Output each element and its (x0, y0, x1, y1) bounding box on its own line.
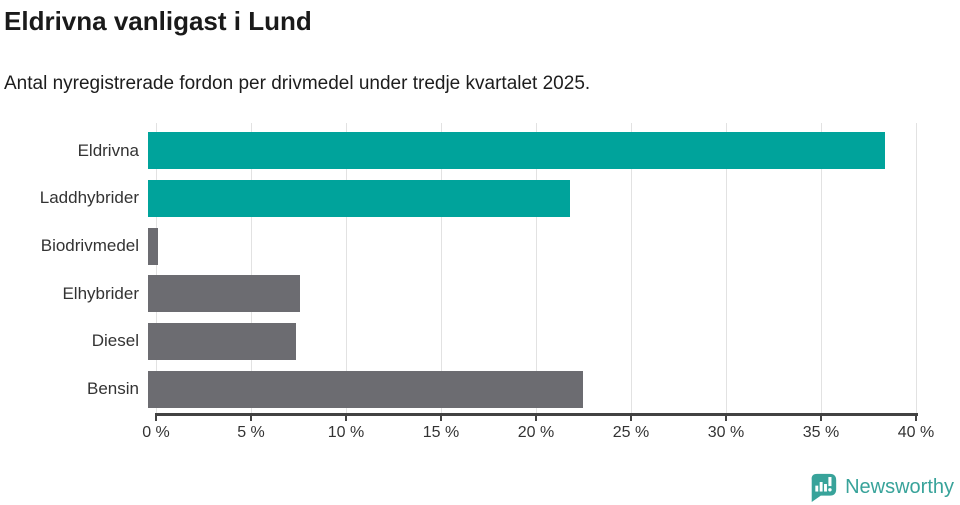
x-axis-tick-label: 10 % (327, 424, 365, 441)
gridline (156, 123, 157, 413)
bar-rows: Eldrivna Laddhybrider Biodrivmedel Elhybrid… (0, 127, 960, 413)
x-axis-tick (725, 415, 727, 421)
x-axis-tick (535, 415, 537, 421)
bar-row: Biodrivmedel (0, 222, 960, 270)
x-axis-tick (915, 415, 917, 421)
x-axis-tick-label: 35 % (802, 424, 840, 441)
gridline (536, 123, 537, 413)
newsworthy-logo-icon (809, 472, 838, 502)
x-axis-tick-label: 20 % (517, 424, 555, 441)
x-axis-tick-label: 5 % (237, 424, 265, 441)
gridline (251, 123, 252, 413)
bar-eldrivna (148, 132, 886, 170)
gridline (821, 123, 822, 413)
bar-elhybrider (148, 275, 300, 313)
bar-track (148, 370, 908, 408)
bar-track (148, 227, 908, 265)
bar-row: Elhybrider (0, 270, 960, 318)
gridline (346, 123, 347, 413)
category-label: Bensin (87, 379, 139, 399)
chart-subtitle: Antal nyregistrerade fordon per drivmede… (4, 73, 591, 94)
bar-bensin (148, 370, 584, 408)
gridline (726, 123, 727, 413)
category-label: Biodrivmedel (40, 236, 139, 256)
bar-track (148, 179, 908, 217)
x-axis-tick (345, 415, 347, 421)
x-axis-tick-label: 40 % (897, 424, 935, 441)
category-label: Diesel (91, 331, 139, 351)
plot-gridlines (156, 123, 917, 413)
bar-row: Diesel (0, 318, 960, 366)
x-axis-tick-label: 30 % (707, 424, 745, 441)
x-axis-tick (820, 415, 822, 421)
bar-row: Eldrivna (0, 127, 960, 175)
bar-laddhybrider (148, 179, 570, 217)
brand-name: Newsworthy (845, 475, 954, 498)
gridline (441, 123, 442, 413)
x-axis-tick (630, 415, 632, 421)
gridline (631, 123, 632, 413)
x-axis-tick-label: 25 % (612, 424, 650, 441)
x-axis-tick-label: 15 % (422, 424, 460, 441)
category-label: Eldrivna (77, 140, 139, 160)
bar-biodrivmedel (148, 227, 158, 265)
x-axis-tick-label: 0 % (142, 424, 170, 441)
x-axis-tick (250, 415, 252, 421)
bar-track (148, 275, 908, 313)
chart-title: Eldrivna vanligast i Lund (4, 6, 312, 36)
x-axis-tick (440, 415, 442, 421)
bar-row: Bensin (0, 365, 960, 413)
category-label: Laddhybrider (39, 188, 139, 208)
category-label: Elhybrider (62, 283, 139, 303)
bar-diesel (148, 322, 297, 360)
bar-row: Laddhybrider (0, 175, 960, 223)
x-axis-tick (155, 415, 157, 421)
bar-track (148, 322, 908, 360)
brand-footer: Newsworthy (809, 472, 954, 502)
bar-track (148, 132, 908, 170)
gridline (916, 123, 917, 413)
x-axis-line (155, 413, 918, 416)
